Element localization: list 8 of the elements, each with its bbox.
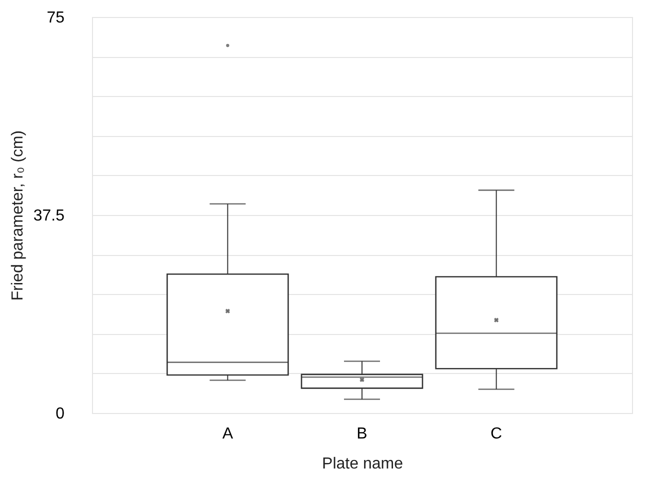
x-tick-label: A bbox=[222, 426, 234, 442]
x-tick-label: C bbox=[490, 426, 502, 442]
y-tick-label: 37.5 bbox=[33, 208, 65, 224]
y-tick-label: 75 bbox=[46, 10, 65, 26]
y-tick-label: 0 bbox=[56, 406, 65, 422]
x-axis-title: Plate name bbox=[322, 456, 404, 472]
x-tick-label: B bbox=[356, 426, 368, 442]
y-axis-title: Fried parameter, r₀ (cm) bbox=[9, 130, 26, 301]
